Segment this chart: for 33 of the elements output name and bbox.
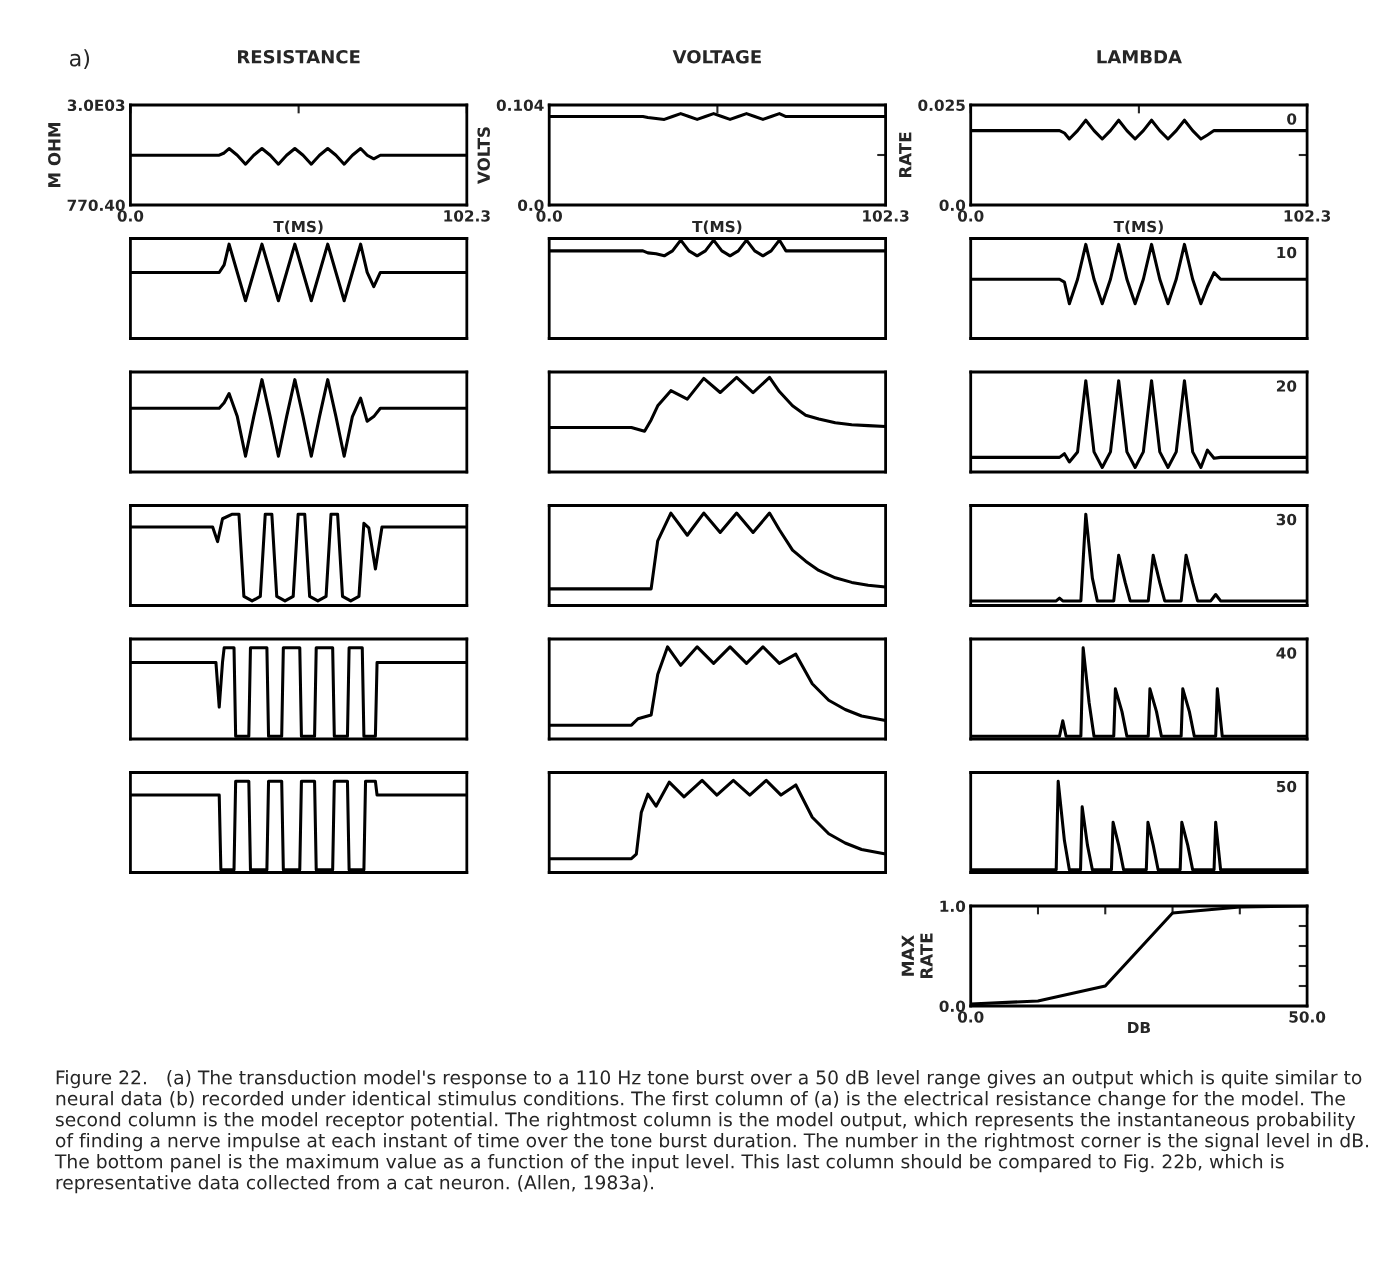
- annotation: 10: [1277, 246, 1297, 259]
- x-tick-label: 50.0: [1289, 1011, 1326, 1023]
- x-tick-label: 0.0: [957, 210, 984, 222]
- annotation: 40: [1276, 647, 1297, 659]
- y-axis-title: MAX RATE: [901, 933, 933, 979]
- y-tick-label: 1.0: [940, 900, 966, 913]
- y-axis-title: VOLTS: [477, 127, 491, 184]
- x-tick-label: 0.0: [117, 210, 144, 222]
- x-tick-label: 102.3: [1284, 210, 1331, 222]
- annotation: 20: [1276, 380, 1297, 392]
- y-axis-title: M OHM: [48, 122, 61, 188]
- annotation: 50: [1276, 780, 1297, 793]
- y-tick-label: 0.0: [939, 199, 966, 212]
- x-tick-label: 102.3: [444, 210, 490, 222]
- chart-title: RESISTANCE: [238, 49, 360, 64]
- chart-title: VOLTAGE: [672, 49, 761, 64]
- x-axis-title: T(MS): [692, 220, 742, 235]
- y-axis-title: RATE: [899, 132, 912, 178]
- x-axis-title: T(MS): [1113, 220, 1163, 235]
- annotation: 30: [1276, 513, 1297, 526]
- x-axis-title: T(MS): [273, 220, 323, 235]
- x-axis-title: DB: [1128, 1021, 1150, 1034]
- y-tick-label: 0.0: [939, 1000, 966, 1013]
- y-tick-label: 0.025: [918, 99, 965, 112]
- caption: Figure 22. (a) The transduction model's response to a 110 Hz tone burst over a 50 dB level range gives an output which is quite similar to neural data (b) recorded under identical stimulus conditions. The first column of (a) is the electrical resistance change for the model. The second column is the model receptor potential. The rightmost column is the model output, which represents the instantaneous probability of finding a nerve impulse at each instant of time over the tone burst duration. The number in the rightmost corner is the signal level in dB. The bottom panel is the maximum value as a function of the input level. This last column should be compared to Fig. 22b, which is representative data collected from a cat neuron. (Allen, 1983a).: [54, 1070, 1369, 1194]
- y-tick-label: 770.40: [67, 199, 125, 212]
- chart-title: LAMBDA: [1097, 50, 1182, 64]
- x-tick-label: 102.3: [863, 210, 909, 222]
- y-tick-label: 3.0E03: [67, 99, 125, 112]
- y-tick-label: 0.104: [496, 99, 544, 112]
- x-tick-label: 0.0: [536, 210, 562, 222]
- text: a): [69, 49, 90, 70]
- annotation: 0: [1287, 113, 1297, 125]
